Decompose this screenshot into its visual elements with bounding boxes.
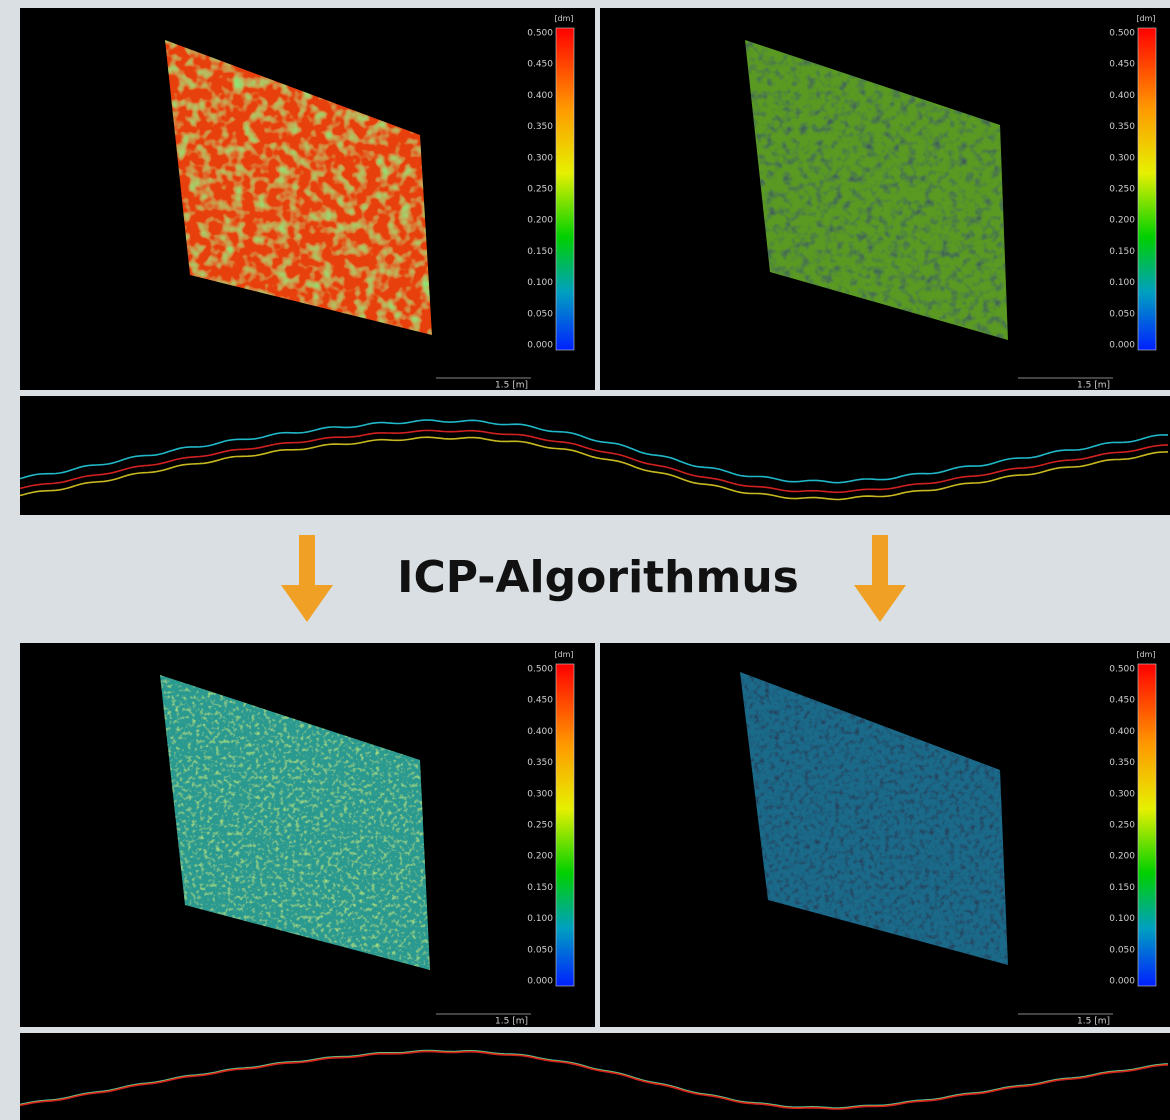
colorbar-label: 0.500 [527,29,553,39]
colorbar-unit: [dm] [1136,650,1155,659]
scale-label: 1.5 [m] [495,381,528,391]
colorbar-label: 0.350 [1109,758,1135,768]
colorbar [1138,664,1156,986]
colorbar-label: 0.050 [1109,945,1135,955]
colorbar-label: 0.450 [527,696,553,706]
colorbar-label: 0.500 [1109,29,1135,39]
colorbar-label: 0.050 [527,945,553,955]
colorbar-label: 0.400 [527,727,553,737]
profile-view [20,396,1170,515]
colorbar-label: 0.050 [1109,309,1135,319]
colorbar-label: 0.200 [1109,852,1135,862]
colorbar-label: 0.000 [527,977,553,987]
colorbar-unit: [dm] [554,14,573,23]
colorbar-label: 0.150 [1109,247,1135,257]
colorbar-label: 0.500 [1109,665,1135,675]
scale-label: 1.5 [m] [495,1017,528,1027]
colorbar [556,664,574,986]
colorbar-label: 0.300 [1109,789,1135,799]
colorbar-label: 0.200 [527,852,553,862]
colorbar-unit: [dm] [554,650,573,659]
colorbar-unit: [dm] [1136,14,1155,23]
colorbar-label: 0.150 [1109,883,1135,893]
scale-label: 1.5 [m] [1077,381,1110,391]
colorbar-label: 0.200 [1109,216,1135,226]
colorbar-label: 0.000 [1109,341,1135,351]
scale-label: 1.5 [m] [1077,1017,1110,1027]
colorbar-label: 0.350 [1109,122,1135,132]
colorbar-label: 0.250 [1109,185,1135,195]
colorbar-label: 0.150 [527,883,553,893]
figure: ICP-Algorithmus [dm]0.5000.4500.4000.350… [0,0,1170,1120]
colorbar-label: 0.000 [527,341,553,351]
colorbar-label: 0.300 [527,789,553,799]
colorbar-label: 0.450 [1109,696,1135,706]
colorbar-label: 0.350 [527,758,553,768]
colorbar-label: 0.250 [1109,821,1135,831]
colorbar-label: 0.000 [1109,977,1135,987]
colorbar-label: 0.500 [527,665,553,675]
colorbar-label: 0.100 [1109,278,1135,288]
colorbar-label: 0.250 [527,185,553,195]
colorbar-label: 0.100 [527,278,553,288]
colorbar-label: 0.100 [1109,914,1135,924]
colorbar [556,28,574,350]
title: ICP-Algorithmus [397,552,799,603]
colorbar-label: 0.350 [527,122,553,132]
colorbar-label: 0.200 [527,216,553,226]
colorbar-label: 0.100 [527,914,553,924]
colorbar-label: 0.250 [527,821,553,831]
colorbar-label: 0.400 [1109,727,1135,737]
colorbar-label: 0.450 [1109,60,1135,70]
colorbar [1138,28,1156,350]
colorbar-label: 0.050 [527,309,553,319]
colorbar-label: 0.450 [527,60,553,70]
colorbar-label: 0.400 [527,91,553,101]
colorbar-label: 0.150 [527,247,553,257]
colorbar-label: 0.300 [527,153,553,163]
colorbar-label: 0.300 [1109,153,1135,163]
colorbar-label: 0.400 [1109,91,1135,101]
